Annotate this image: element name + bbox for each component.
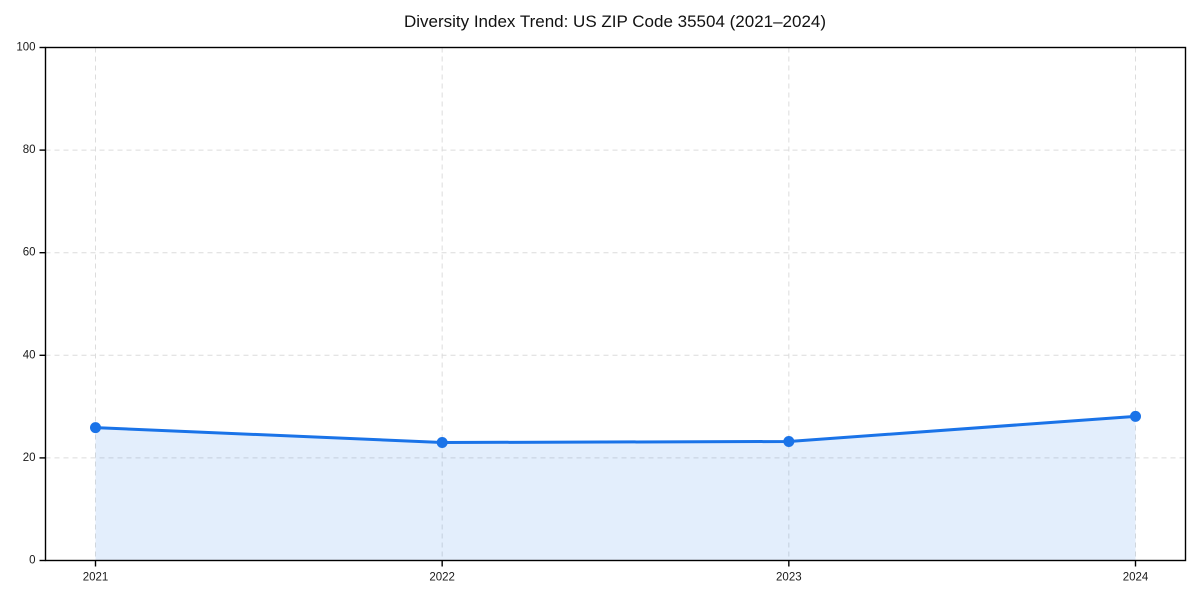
x-tick-label: 2021 [83,572,109,584]
plot-frame [44,46,1187,562]
x-tick-label: 2022 [429,572,455,584]
data-point-marker [436,437,448,449]
y-tick-label: 60 [23,247,36,259]
data-point-marker [783,435,795,447]
area-fill [95,416,1136,561]
data-point-marker [1130,410,1141,422]
y-tick-label: 80 [23,144,36,156]
data-point-marker [90,422,101,434]
x-tick-label: 2024 [1123,572,1149,584]
y-tick-label: 0 [29,555,35,567]
trend-line [94,414,1137,445]
y-tick-label: 100 [16,42,35,54]
y-tick-label: 40 [23,349,36,361]
x-tick-label: 2023 [776,572,802,584]
chart-title: Diversity Index Trend: US ZIP Code 35504… [403,12,827,31]
y-tick-label: 20 [23,452,36,464]
